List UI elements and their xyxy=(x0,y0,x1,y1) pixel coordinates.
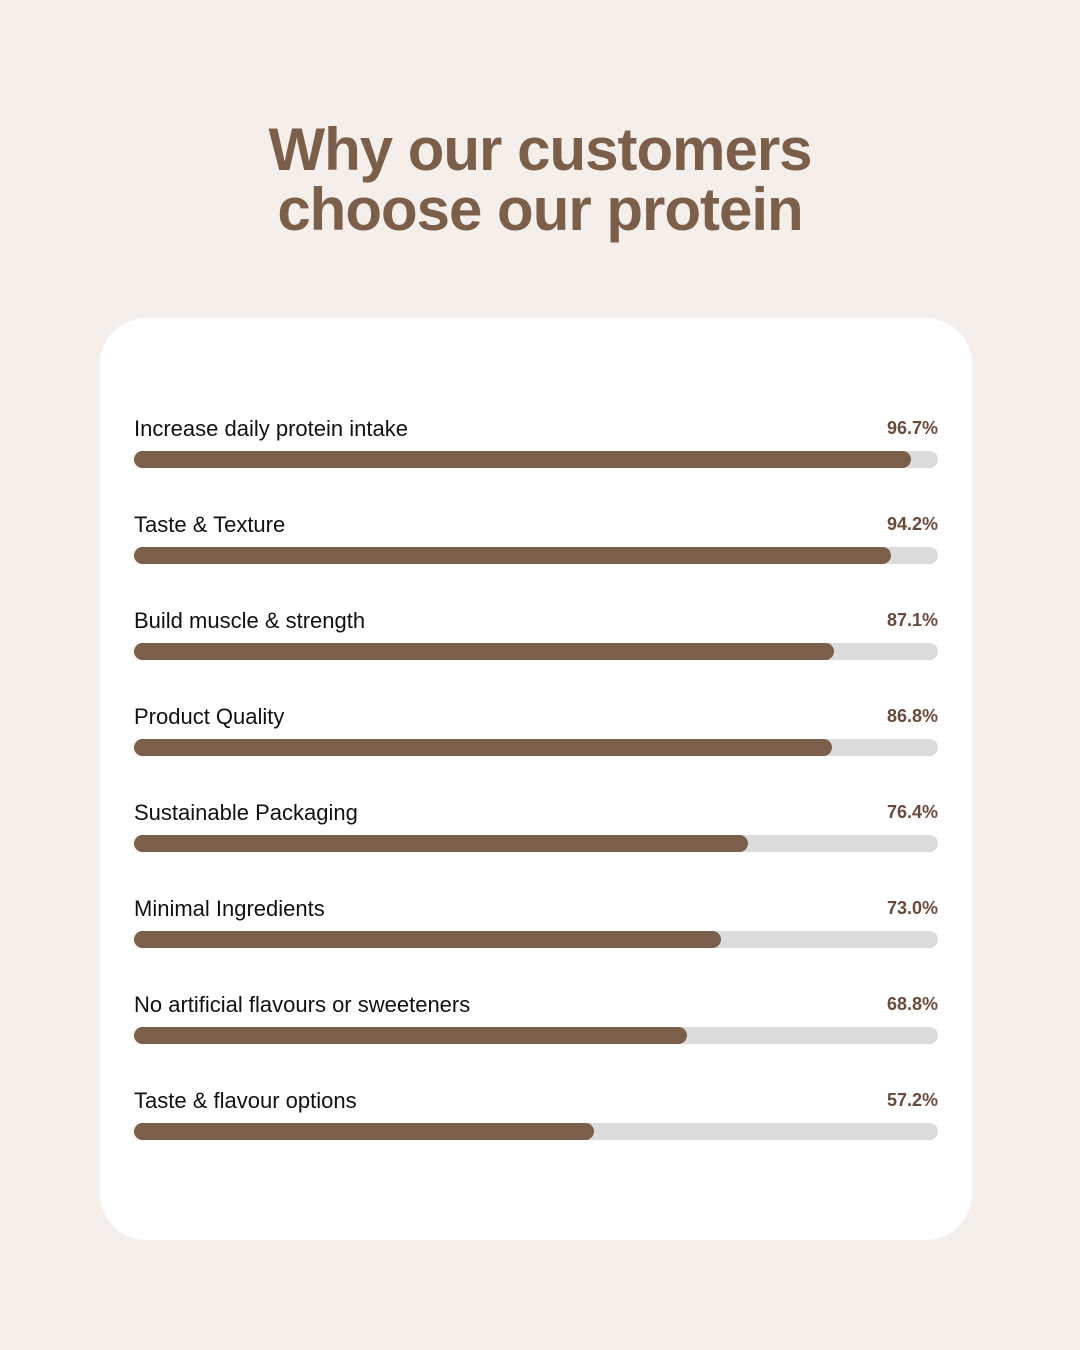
value-label: 94.2% xyxy=(886,514,938,534)
category-label: Taste & Texture xyxy=(134,512,286,537)
bar-track xyxy=(134,643,938,660)
category-label: Build muscle & strength xyxy=(134,608,366,633)
bar-row: Product Quality 86.8% xyxy=(134,704,938,764)
category-label: No artificial flavours or sweeteners xyxy=(134,992,471,1017)
bar-track xyxy=(134,931,938,948)
chart-card: Increase daily protein intake 96.7% Taste … xyxy=(100,318,972,1240)
bar xyxy=(134,547,892,564)
bar xyxy=(134,931,721,948)
bar-track xyxy=(134,1123,938,1140)
bar-row: Taste & flavour options 57.2% xyxy=(134,1088,938,1148)
category-label: Minimal Ingredients xyxy=(134,896,325,921)
bar xyxy=(134,1123,594,1140)
bar-row: Increase daily protein intake 96.7% xyxy=(134,416,938,476)
bar-row: Taste & Texture 94.2% xyxy=(134,512,938,572)
chart-title: Why our customers choose our protein xyxy=(268,116,812,243)
bar xyxy=(134,451,912,468)
category-label: Product Quality xyxy=(134,704,285,729)
bar-track xyxy=(134,451,938,468)
bar xyxy=(134,1027,688,1044)
bar xyxy=(134,739,832,756)
bar xyxy=(134,835,749,852)
bar-row: Minimal Ingredients 73.0% xyxy=(134,896,938,956)
category-label: Sustainable Packaging xyxy=(134,800,358,825)
bar-track xyxy=(134,547,938,564)
category-label: Taste & flavour options xyxy=(134,1088,357,1113)
value-label: 87.1% xyxy=(886,610,938,630)
value-label: 68.8% xyxy=(886,994,938,1014)
bar-row: Build muscle & strength 87.1% xyxy=(134,608,938,668)
bar-track xyxy=(134,835,938,852)
value-label: 57.2% xyxy=(886,1090,938,1110)
bar-track xyxy=(134,739,938,756)
category-label: Increase daily protein intake xyxy=(134,416,408,441)
value-label: 86.8% xyxy=(886,706,938,726)
value-label: 73.0% xyxy=(886,898,938,918)
bar-row: Sustainable Packaging 76.4% xyxy=(134,800,938,860)
bar-row: No artificial flavours or sweeteners 68.8… xyxy=(134,992,938,1052)
bar-track xyxy=(134,1027,938,1044)
bar xyxy=(134,643,835,660)
value-label: 96.7% xyxy=(886,418,938,438)
value-label: 76.4% xyxy=(886,802,938,822)
